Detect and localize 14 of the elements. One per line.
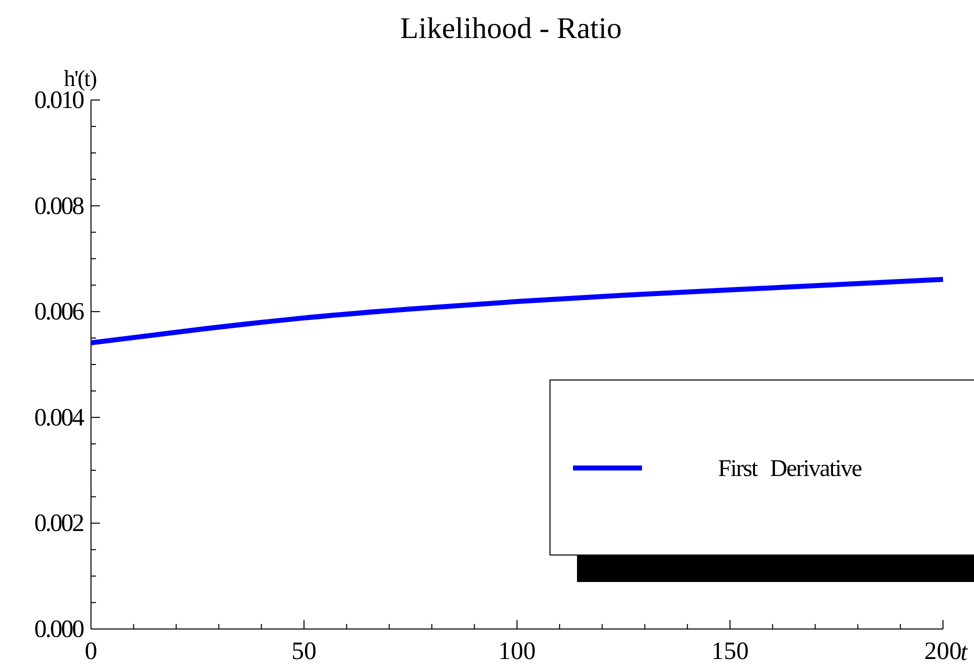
x-tick-label: 150 [711,638,749,665]
x-tick-label: 100 [498,638,536,665]
y-tick-label: 0.008 [34,192,84,220]
x-tick-label: 0 [84,638,98,665]
x-tick-label: 50 [292,638,316,665]
y-tick-label: 0.006 [34,298,84,326]
chart-title: Likelihood - Ratio [400,12,622,45]
y-tick-label: 0.002 [34,510,84,538]
y-axis-title: h'(t) [64,66,97,91]
y-tick-label: 0.000 [34,616,84,643]
y-tick-label: 0.004 [34,404,85,432]
x-axis-title: t [960,639,969,666]
x-tick-label: 200 [924,638,962,665]
text: First Derivative [718,456,862,482]
